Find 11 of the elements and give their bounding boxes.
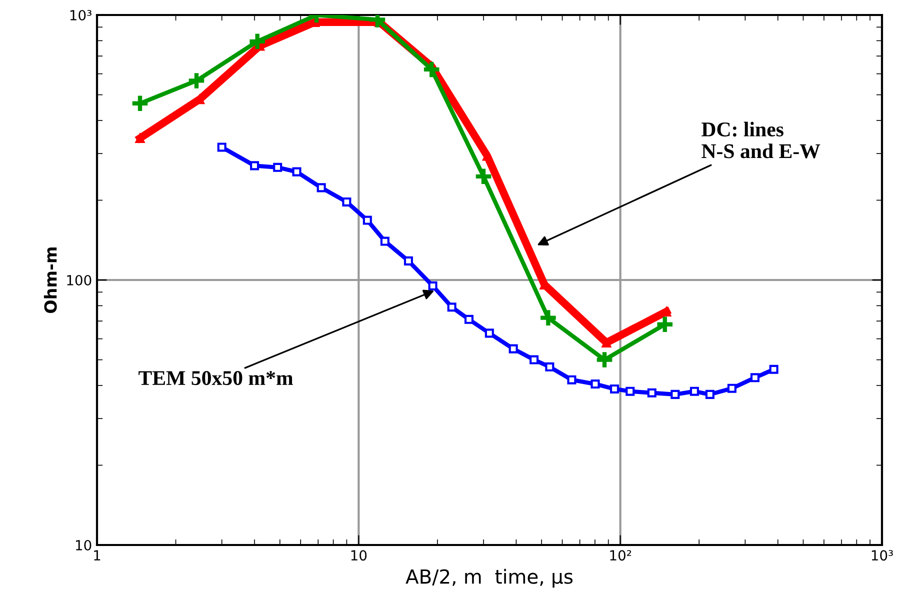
- x-tick-label: 10³: [872, 550, 893, 561]
- y-tick-label: 100: [67, 274, 92, 286]
- x-tick-label: 10: [351, 550, 367, 561]
- y-axis-title: Ohm-m: [44, 247, 57, 314]
- annotation: TEM 50x50 m*m: [138, 371, 293, 386]
- x-tick-label: 10²: [610, 550, 632, 561]
- annotation: DC: lines N-S and E-W: [702, 122, 820, 158]
- x-axis-title: AB/2, m time, µs: [406, 568, 573, 588]
- y-tick-label: 10³: [70, 10, 92, 20]
- y-tick-label: 10: [76, 540, 92, 550]
- x-tick-label: 1: [94, 550, 100, 560]
